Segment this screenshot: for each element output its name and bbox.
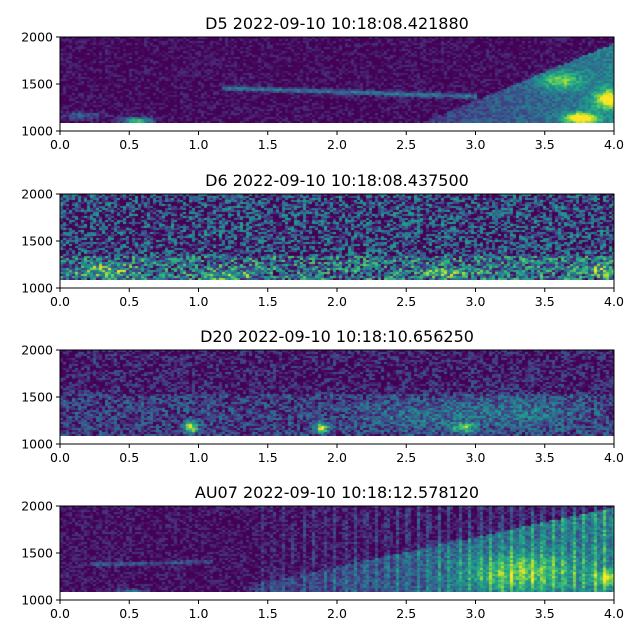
x-tick-label: 0.5 bbox=[119, 294, 139, 309]
x-tick-label: 3.0 bbox=[466, 294, 486, 309]
y-tick-label: 1500 bbox=[21, 234, 53, 249]
y-tick-label: 1000 bbox=[21, 593, 53, 608]
spectrogram-image bbox=[60, 350, 614, 436]
x-tick-label: 2.5 bbox=[396, 606, 416, 621]
x-tick-label: 1.5 bbox=[258, 450, 278, 465]
x-tick-label: 4.0 bbox=[604, 606, 624, 621]
x-tick-label: 2.0 bbox=[327, 137, 347, 152]
x-tick-label: 1.5 bbox=[258, 606, 278, 621]
spectrogram-panel-1: D5 2022-09-10 10:18:08.421880 0.0 0.5 1.0 1.… bbox=[21, 14, 624, 152]
panel-title: D6 2022-09-10 10:18:08.437500 bbox=[205, 171, 469, 190]
x-tick-label: 2.0 bbox=[327, 606, 347, 621]
x-tick-label: 0.5 bbox=[119, 606, 139, 621]
y-tick-label: 2000 bbox=[21, 30, 53, 45]
y-tick-label: 1000 bbox=[21, 437, 53, 452]
x-tick-label: 4.0 bbox=[604, 137, 624, 152]
spectrogram-image bbox=[60, 194, 614, 280]
x-tick-label: 4.0 bbox=[604, 294, 624, 309]
x-tick-label: 1.0 bbox=[189, 294, 209, 309]
y-tick-label: 1000 bbox=[21, 281, 53, 296]
x-tick-label: 3.5 bbox=[535, 294, 555, 309]
x-tick-label: 0.0 bbox=[50, 294, 70, 309]
x-tick-label: 3.5 bbox=[535, 606, 555, 621]
y-tick-label: 1000 bbox=[21, 124, 53, 139]
x-tick-label: 0.5 bbox=[119, 450, 139, 465]
x-tick-label: 4.0 bbox=[604, 450, 624, 465]
x-tick-label: 2.0 bbox=[327, 294, 347, 309]
x-tick-label: 0.0 bbox=[50, 137, 70, 152]
spectrogram-image bbox=[60, 506, 614, 592]
x-tick-label: 0.0 bbox=[50, 450, 70, 465]
x-tick-label: 0.0 bbox=[50, 606, 70, 621]
x-tick-label: 1.0 bbox=[189, 450, 209, 465]
x-tick-label: 3.0 bbox=[466, 606, 486, 621]
panel-title: D5 2022-09-10 10:18:08.421880 bbox=[205, 14, 469, 33]
x-tick-label: 1.0 bbox=[189, 606, 209, 621]
y-tick-label: 1500 bbox=[21, 546, 53, 561]
spectrogram-panel-4: AU07 2022-09-10 10:18:12.578120 0.0 0.5 1.0… bbox=[21, 483, 624, 621]
panel-title: D20 2022-09-10 10:18:10.656250 bbox=[200, 327, 474, 346]
y-tick-label: 1500 bbox=[21, 77, 53, 92]
y-tick-label: 2000 bbox=[21, 499, 53, 514]
x-tick-label: 1.5 bbox=[258, 137, 278, 152]
x-tick-label: 2.5 bbox=[396, 294, 416, 309]
spectrogram-panel-2: D6 2022-09-10 10:18:08.437500 0.0 0.5 1.0 1.… bbox=[21, 171, 624, 309]
x-tick-label: 3.0 bbox=[466, 450, 486, 465]
y-tick-label: 1500 bbox=[21, 390, 53, 405]
x-tick-label: 0.5 bbox=[119, 137, 139, 152]
panel-title: AU07 2022-09-10 10:18:12.578120 bbox=[195, 483, 479, 502]
y-tick-label: 2000 bbox=[21, 187, 53, 202]
spectrogram-image bbox=[60, 37, 614, 123]
spectrogram-panel-3: D20 2022-09-10 10:18:10.656250 0.0 0.5 1.0 1… bbox=[21, 327, 624, 465]
x-tick-label: 1.5 bbox=[258, 294, 278, 309]
y-tick-label: 2000 bbox=[21, 343, 53, 358]
x-tick-label: 2.5 bbox=[396, 450, 416, 465]
x-tick-label: 2.5 bbox=[396, 137, 416, 152]
x-tick-label: 1.0 bbox=[189, 137, 209, 152]
x-tick-label: 3.0 bbox=[466, 137, 486, 152]
x-tick-label: 3.5 bbox=[535, 137, 555, 152]
x-tick-label: 3.5 bbox=[535, 450, 555, 465]
x-tick-label: 2.0 bbox=[327, 450, 347, 465]
